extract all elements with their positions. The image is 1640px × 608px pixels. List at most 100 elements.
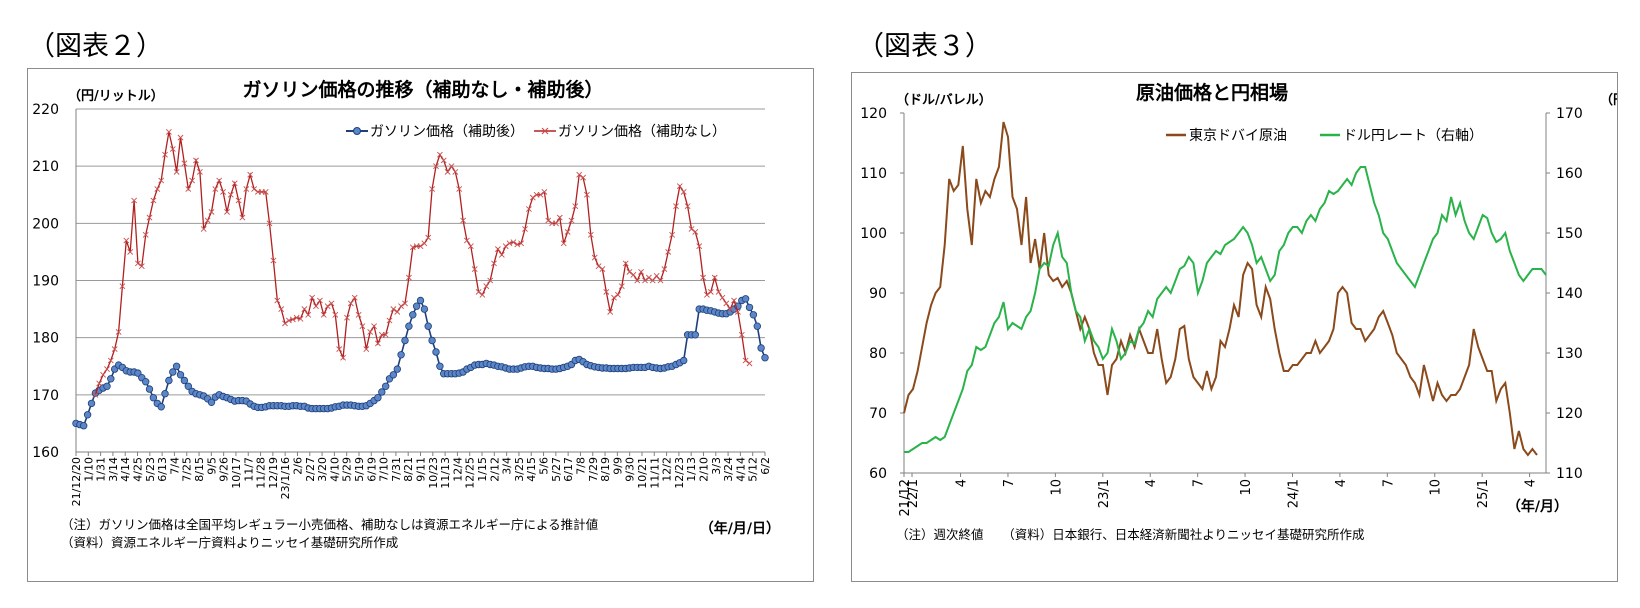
data-point	[289, 316, 296, 323]
y-tick-label: 180	[32, 331, 59, 347]
x-tick-label: 10	[1239, 479, 1254, 496]
data-point	[374, 394, 382, 402]
y-tick-label: 190	[32, 274, 59, 290]
x-tick-label: 2/10	[698, 457, 711, 482]
x-tick-label: 7/31	[390, 457, 403, 482]
data-point	[711, 274, 718, 281]
data-point	[157, 403, 165, 411]
data-point	[386, 317, 393, 324]
data-point	[83, 411, 92, 419]
data-point	[172, 362, 181, 370]
data-point	[595, 263, 602, 270]
x-tick-label: 12/25	[464, 457, 477, 489]
x-tick-label: 10	[1429, 479, 1444, 496]
data-point	[351, 294, 358, 301]
data-point	[428, 336, 436, 345]
y-tick-label-left: 60	[869, 466, 887, 482]
x-tick-label: 7/8	[574, 457, 587, 475]
data-point	[626, 268, 633, 275]
legend-label: ガソリン価格（補助なし）	[558, 124, 726, 140]
y-tick-label-right: 150	[1556, 226, 1583, 242]
data-point	[638, 268, 645, 275]
y-tick-label: 220	[32, 102, 59, 118]
x-tick-label: 2/27	[304, 457, 317, 482]
data-point	[149, 394, 158, 402]
data-point	[87, 399, 96, 408]
data-point	[359, 323, 366, 330]
data-point	[680, 188, 687, 195]
data-point	[344, 314, 350, 321]
data-point	[165, 376, 173, 385]
data-point	[212, 186, 219, 192]
x-axis-unit-label: （年/月/日）	[700, 520, 780, 537]
x-tick-label: 1/15	[476, 457, 489, 482]
data-point	[313, 303, 319, 310]
data-point	[173, 168, 180, 175]
data-point	[145, 385, 154, 393]
data-point	[104, 366, 110, 373]
data-point	[456, 186, 463, 192]
x-tick-label: 8/19	[599, 457, 612, 482]
data-point	[700, 274, 707, 281]
data-point	[494, 246, 501, 253]
data-point	[529, 194, 536, 201]
data-point	[657, 277, 664, 284]
data-point	[184, 382, 192, 390]
data-point	[204, 217, 211, 224]
x-tick-label: 7	[1192, 479, 1207, 487]
x-tick-label: 23/1/16	[279, 457, 292, 499]
x-tick-label: 5/19	[353, 457, 366, 482]
data-point	[649, 277, 656, 284]
data-point	[665, 248, 672, 255]
data-point	[320, 311, 327, 318]
data-point	[444, 168, 451, 175]
data-point	[316, 297, 323, 304]
data-point	[618, 283, 625, 290]
x-tick-label: 9/5	[205, 457, 218, 475]
data-point	[452, 168, 459, 175]
x-tick-label: 12/19	[267, 457, 280, 489]
data-point	[146, 214, 153, 221]
y-tick-label-right: 110	[1556, 466, 1583, 482]
data-point	[630, 271, 637, 278]
x-tick-label: 7/10	[378, 457, 391, 482]
data-point	[181, 160, 188, 167]
data-point	[150, 197, 157, 204]
data-point	[247, 171, 254, 178]
data-point	[374, 340, 381, 347]
x-tick-label: 3/20	[316, 457, 329, 482]
data-point	[510, 239, 517, 246]
data-point	[537, 191, 544, 198]
x-tick-label: 7/29	[587, 457, 600, 482]
data-point	[397, 351, 405, 359]
chart-title: ガソリン価格の推移（補助なし・補助後）	[242, 78, 603, 101]
data-point	[305, 311, 312, 318]
data-point	[696, 243, 703, 250]
data-point	[645, 274, 652, 281]
x-tick-label: 8/15	[193, 457, 206, 482]
data-point	[479, 291, 486, 298]
data-point	[564, 228, 571, 235]
x-tick-label: 21/12/20	[70, 457, 83, 506]
data-point	[614, 291, 621, 298]
data-point	[176, 371, 185, 379]
data-point	[324, 303, 331, 310]
data-point	[591, 254, 598, 261]
data-point	[560, 240, 567, 247]
data-point	[165, 128, 172, 135]
data-point	[123, 237, 130, 244]
series-line	[94, 131, 750, 396]
data-point	[436, 151, 443, 158]
data-point	[100, 371, 107, 378]
footnote: （注）週次終値 （資料）日本銀行、日本経済新聞社よりニッセイ基礎研究所作成	[896, 527, 1365, 542]
data-point	[405, 322, 413, 330]
series-line	[75, 297, 766, 427]
crude-oil-yen-chart: 原油価格と円相場 （ドル/バレル） （円/ドル） 60 70 80 90 100 110 120 1…	[860, 81, 1640, 542]
data-point	[243, 186, 250, 192]
data-point	[676, 183, 683, 190]
x-tick-label: 6/19	[365, 457, 378, 482]
data-point	[653, 272, 660, 279]
data-point	[332, 311, 339, 318]
data-point	[96, 380, 103, 387]
y-axis-left-unit-label: （ドル/バレル）	[896, 92, 992, 108]
